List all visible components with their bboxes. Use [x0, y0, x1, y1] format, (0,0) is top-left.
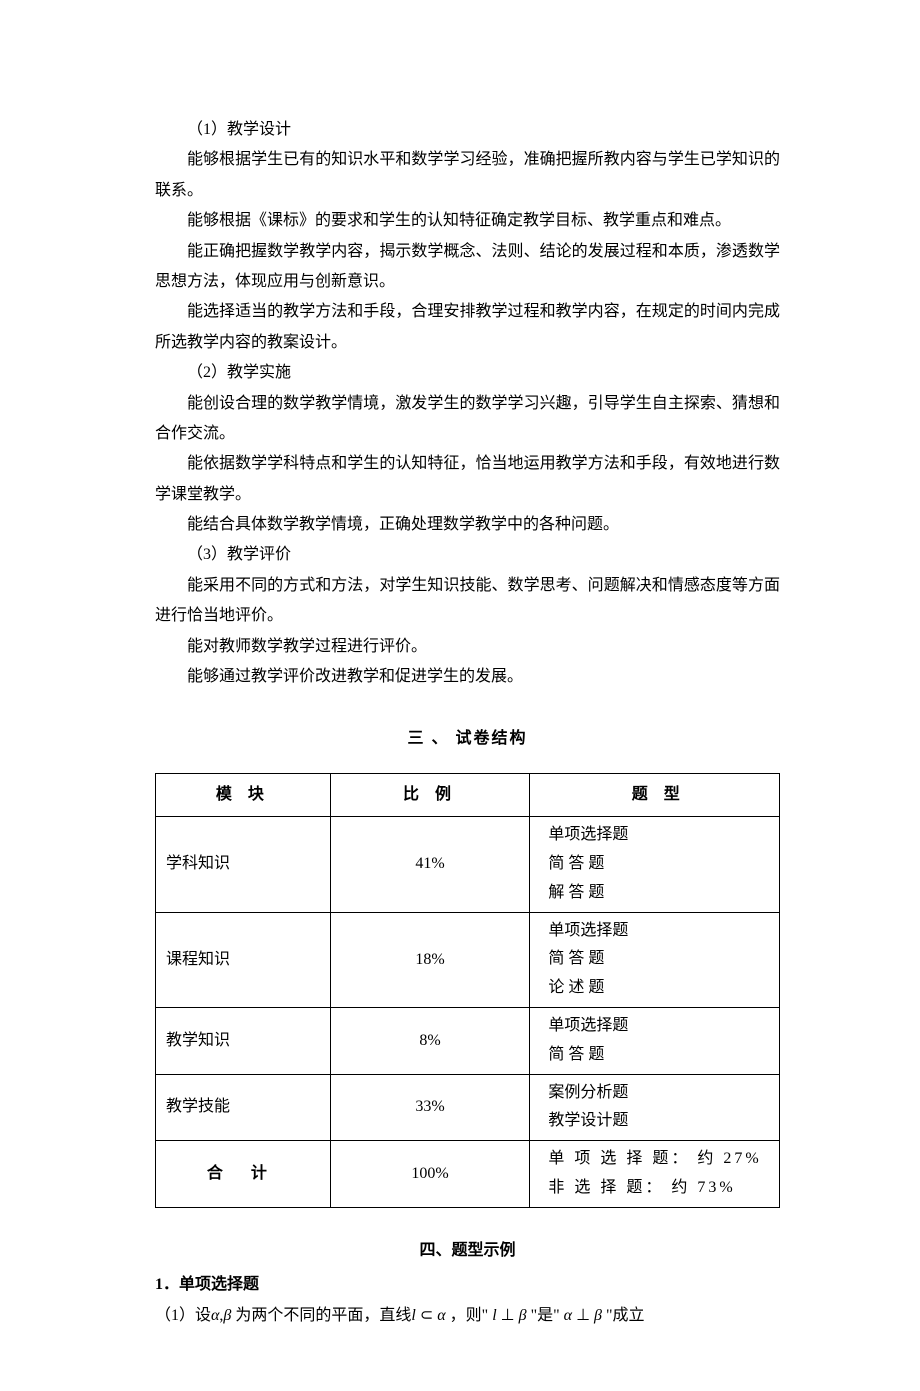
math-perp: ⊥ — [497, 1307, 519, 1324]
question-type-label: 1．单项选择题 — [155, 1270, 780, 1300]
type-item: 单项选择题 — [548, 821, 769, 850]
type-item: 解 答 题 — [548, 879, 769, 908]
paragraph: 能正确把握数学教学内容，揭示数学概念、法则、结论的发展过程和本质，渗透数学思想方… — [155, 237, 780, 298]
type-item: 简 答 题 — [548, 945, 769, 974]
section-4-heading: 四、题型示例 — [155, 1236, 780, 1266]
q1-text: ，则" — [446, 1307, 493, 1324]
type-item: 单项选择题 — [548, 1012, 769, 1041]
cell-total-summary: 单 项 选 择 题： 约 27% 非 选 择 题： 约 73% — [530, 1141, 780, 1208]
cell-module: 教学知识 — [156, 1007, 331, 1074]
cell-module: 课程知识 — [156, 912, 331, 1007]
table-row: 教学技能 33% 案例分析题 教学设计题 — [156, 1074, 780, 1141]
table-total-row: 合 计 100% 单 项 选 择 题： 约 27% 非 选 择 题： 约 73% — [156, 1141, 780, 1208]
summary-line: 非 选 择 题： 约 73% — [548, 1174, 769, 1203]
type-item: 单项选择题 — [548, 917, 769, 946]
math-perp: ⊥ — [572, 1307, 594, 1324]
paragraph: 能对教师数学教学过程进行评价。 — [155, 632, 780, 662]
paragraph: 能结合具体数学教学情境，正确处理数学教学中的各种问题。 — [155, 510, 780, 540]
math-beta: β — [594, 1307, 602, 1324]
paragraph: （2）教学实施 — [155, 358, 780, 388]
exam-structure-table: 模 块 比 例 题 型 学科知识 41% 单项选择题 简 答 题 解 答 题 课… — [155, 773, 780, 1208]
cell-ratio: 8% — [330, 1007, 530, 1074]
cell-ratio: 18% — [330, 912, 530, 1007]
math-alpha: α — [564, 1307, 572, 1324]
cell-types: 单项选择题 简 答 题 — [530, 1007, 780, 1074]
math-beta: β — [223, 1307, 231, 1324]
paragraph: （1）教学设计 — [155, 115, 780, 145]
type-item: 教学设计题 — [548, 1107, 769, 1136]
cell-total-label: 合 计 — [156, 1141, 331, 1208]
cell-total-ratio: 100% — [330, 1141, 530, 1208]
cell-types: 单项选择题 简 答 题 解 答 题 — [530, 817, 780, 912]
math-beta: β — [519, 1307, 527, 1324]
cell-module: 学科知识 — [156, 817, 331, 912]
table-row: 教学知识 8% 单项选择题 简 答 题 — [156, 1007, 780, 1074]
body-text: （1）教学设计 能够根据学生已有的知识水平和数学学习经验，准确把握所教内容与学生… — [155, 115, 780, 692]
cell-module: 教学技能 — [156, 1074, 331, 1141]
cell-types: 案例分析题 教学设计题 — [530, 1074, 780, 1141]
question-1: （1）设α,β 为两个不同的平面，直线l ⊂ α ，则" l ⊥ β "是" α… — [155, 1301, 780, 1331]
header-ratio: 比 例 — [330, 773, 530, 816]
q1-text: （1）设 — [155, 1307, 211, 1324]
summary-line: 单 项 选 择 题： 约 27% — [548, 1145, 769, 1174]
paragraph: 能够根据学生已有的知识水平和数学学习经验，准确把握所教内容与学生已学知识的联系。 — [155, 145, 780, 206]
math-subset: ⊂ — [416, 1307, 437, 1324]
type-item: 论 述 题 — [548, 974, 769, 1003]
paragraph: （3）教学评价 — [155, 540, 780, 570]
q1-text: "成立 — [602, 1307, 645, 1324]
type-item: 简 答 题 — [548, 1041, 769, 1070]
table-row: 学科知识 41% 单项选择题 简 答 题 解 答 题 — [156, 817, 780, 912]
paragraph: 能选择适当的教学方法和手段，合理安排教学过程和教学内容，在规定的时间内完成所选教… — [155, 297, 780, 358]
table-row: 课程知识 18% 单项选择题 简 答 题 论 述 题 — [156, 912, 780, 1007]
header-module: 模 块 — [156, 773, 331, 816]
paragraph: 能依据数学学科特点和学生的认知特征，恰当地运用教学方法和手段，有效地进行数学课堂… — [155, 449, 780, 510]
paragraph: 能够通过教学评价改进教学和促进学生的发展。 — [155, 662, 780, 692]
q1-text: 为两个不同的平面，直线 — [231, 1307, 411, 1324]
cell-ratio: 33% — [330, 1074, 530, 1141]
math-alpha: α — [437, 1307, 445, 1324]
section-3-heading: 三 、 试卷结构 — [155, 724, 780, 754]
math-alpha: α — [211, 1307, 219, 1324]
type-item: 简 答 题 — [548, 850, 769, 879]
paragraph: 能创设合理的数学教学情境，激发学生的数学学习兴趣，引导学生自主探索、猜想和合作交… — [155, 389, 780, 450]
table-header-row: 模 块 比 例 题 型 — [156, 773, 780, 816]
header-type: 题 型 — [530, 773, 780, 816]
cell-ratio: 41% — [330, 817, 530, 912]
q1-text: "是" — [527, 1307, 564, 1324]
paragraph: 能够根据《课标》的要求和学生的认知特征确定教学目标、教学重点和难点。 — [155, 206, 780, 236]
cell-types: 单项选择题 简 答 题 论 述 题 — [530, 912, 780, 1007]
paragraph: 能采用不同的方式和方法，对学生知识技能、数学思考、问题解决和情感态度等方面进行恰… — [155, 571, 780, 632]
type-item: 案例分析题 — [548, 1079, 769, 1108]
